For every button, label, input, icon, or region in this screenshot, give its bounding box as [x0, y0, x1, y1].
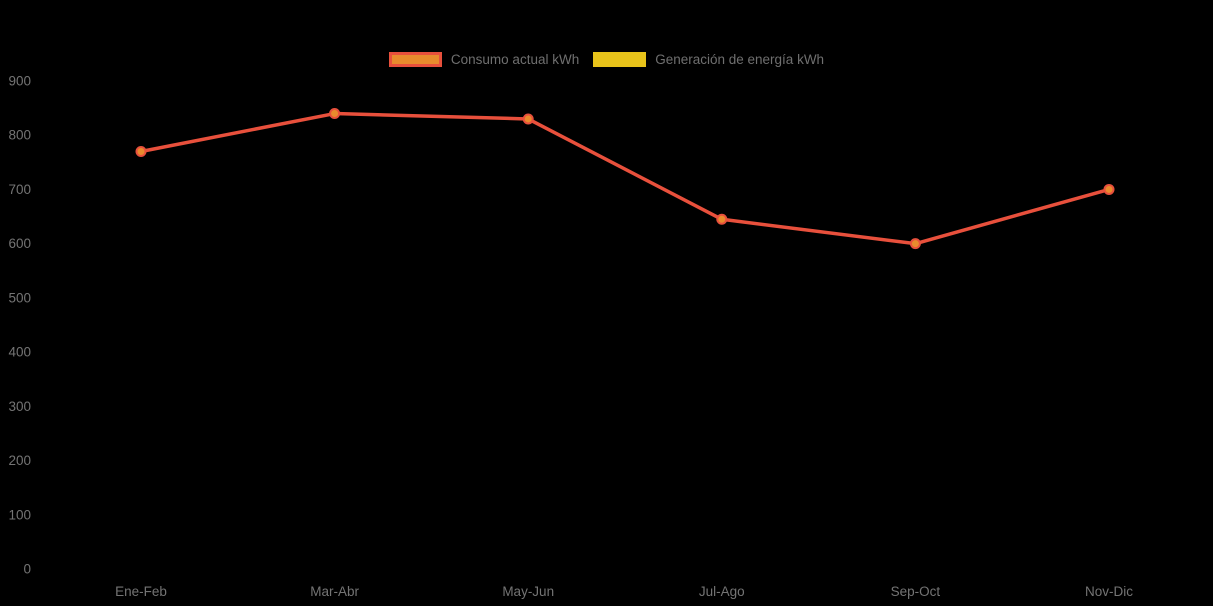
y-axis-tick-label: 300 — [8, 399, 31, 414]
legend-swatch-consumo-icon — [388, 52, 442, 67]
chart-legend: Consumo actual kWh Generación de energía… — [0, 52, 1213, 67]
y-axis-tick-label: 700 — [8, 182, 31, 197]
legend-swatch-generacion-icon — [593, 52, 647, 67]
data-point-May-Jun[interactable] — [522, 113, 534, 125]
x-axis-tick-label: May-Jun — [502, 584, 554, 599]
consumption-line — [139, 111, 1111, 246]
y-axis-tick-label: 100 — [8, 507, 31, 522]
legend-label-consumo: Consumo actual kWh — [450, 52, 580, 67]
y-axis-tick-label: 500 — [8, 290, 31, 305]
x-axis-tick-label: Ene-Feb — [115, 584, 167, 599]
data-point-Sep-Oct[interactable] — [909, 238, 921, 250]
x-axis-tick-label: Jul-Ago — [699, 584, 745, 599]
x-axis-tick-label: Sep-Oct — [891, 584, 941, 599]
data-point-Ene-Feb[interactable] — [135, 145, 147, 157]
data-point-Nov-Dic[interactable] — [1103, 183, 1115, 195]
legend-item-consumo[interactable]: Consumo actual kWh — [388, 52, 580, 67]
y-axis-tick-label: 900 — [8, 74, 31, 89]
y-axis-tick-label: 600 — [8, 236, 31, 251]
x-axis-tick-label: Nov-Dic — [1085, 584, 1133, 599]
legend-label-generacion: Generación de energía kWh — [655, 52, 825, 67]
y-axis-tick-label: 0 — [23, 562, 31, 577]
y-axis-tick-label: 200 — [8, 453, 31, 468]
data-point-Jul-Ago[interactable] — [716, 213, 728, 225]
x-axis-tick-label: Mar-Abr — [310, 584, 359, 599]
legend-item-generacion[interactable]: Generación de energía kWh — [593, 52, 824, 67]
y-axis-tick-label: 800 — [8, 128, 31, 143]
data-point-Mar-Abr[interactable] — [329, 108, 341, 120]
y-axis-tick-label: 400 — [8, 345, 31, 360]
